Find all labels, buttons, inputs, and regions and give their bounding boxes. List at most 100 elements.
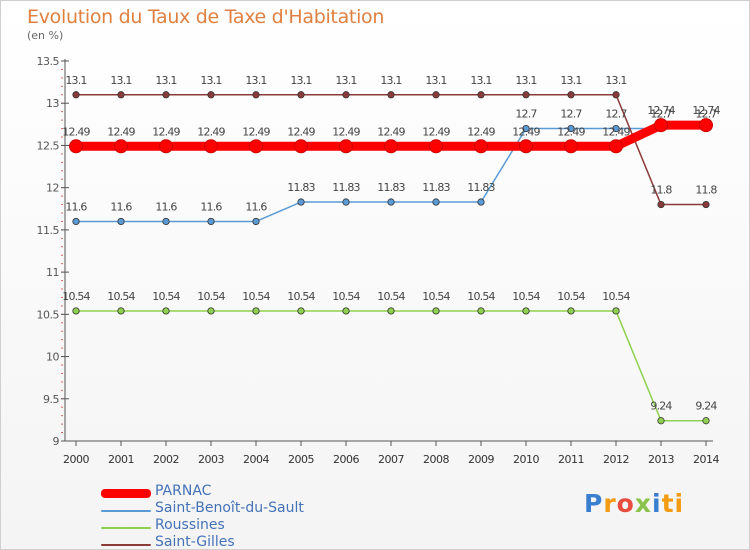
data-label: 12.49: [152, 125, 180, 138]
logo-letter: ti: [661, 489, 685, 518]
data-point: [207, 307, 215, 315]
legend-swatch: [101, 526, 151, 529]
x-tick-label: 2014: [693, 453, 719, 466]
legend-label: Saint-Benoît-du-Sault: [155, 500, 304, 516]
data-label: 11.83: [332, 181, 360, 194]
data-point: [429, 139, 443, 154]
data-point: [612, 307, 620, 315]
y-tick-label: 9: [53, 435, 60, 448]
y-tick-label: 10.5: [37, 308, 60, 321]
x-tick-label: 2002: [153, 453, 179, 466]
y-tick-label: 12: [46, 182, 59, 195]
data-label: 13.1: [200, 74, 221, 87]
data-label: 12.49: [332, 125, 360, 138]
data-point: [117, 307, 125, 315]
data-label: 12.49: [602, 125, 630, 138]
data-point: [699, 118, 713, 133]
y-tick-label: 9.5: [43, 393, 59, 406]
series-line: [75, 310, 707, 422]
data-label: 10.54: [332, 290, 360, 303]
data-label: 10.54: [107, 290, 135, 303]
data-label: 13.1: [110, 74, 131, 87]
data-label: 9.24: [650, 400, 672, 413]
data-point: [207, 217, 215, 226]
data-label: 12.49: [422, 125, 450, 138]
data-point: [657, 200, 665, 209]
data-label: 11.8: [650, 184, 672, 197]
data-point: [477, 91, 485, 99]
data-point: [342, 91, 350, 99]
data-label: 10.54: [602, 290, 630, 303]
data-point: [297, 307, 305, 315]
x-tick-label: 2011: [558, 453, 584, 466]
data-point: [702, 200, 710, 209]
data-point: [117, 91, 125, 99]
data-point: [117, 217, 125, 226]
data-point: [564, 139, 578, 154]
x-tick-label: 2004: [243, 453, 269, 466]
data-label: 12.74: [647, 104, 675, 117]
data-label: 12.7: [695, 108, 717, 121]
legend-label: Roussines: [155, 517, 225, 533]
data-point: [567, 307, 575, 315]
data-label: 11.6: [245, 200, 267, 213]
data-point: [567, 124, 575, 133]
data-point: [207, 91, 215, 99]
x-tick-label: 2000: [63, 453, 89, 466]
data-point: [387, 198, 395, 206]
data-point: [162, 91, 170, 99]
data-point: [204, 139, 218, 154]
proxiti-logo: Proxiti: [584, 489, 684, 518]
data-label: 13.1: [155, 74, 176, 87]
x-tick-label: 2009: [468, 453, 494, 466]
x-tick-label: 2007: [378, 453, 404, 466]
logo-letter: P: [584, 489, 604, 518]
data-point: [294, 139, 308, 154]
data-label: 12.49: [242, 125, 270, 138]
data-point: [432, 91, 440, 99]
y-tick-label: 12.5: [37, 139, 60, 152]
data-point: [612, 91, 620, 99]
data-label: 11.6: [65, 200, 87, 213]
data-label: 13.1: [245, 74, 266, 87]
logo-letter: r: [603, 489, 617, 518]
data-point: [657, 417, 665, 425]
data-point: [432, 307, 440, 315]
data-label: 11.83: [467, 181, 495, 194]
data-point: [342, 198, 350, 206]
data-label: 10.54: [287, 290, 315, 303]
data-label: 11.8: [695, 184, 717, 197]
data-label: 13.1: [470, 74, 491, 87]
data-point: [114, 139, 128, 154]
data-label: 10.54: [557, 290, 585, 303]
x-tick-label: 2006: [333, 453, 359, 466]
data-point: [387, 91, 395, 99]
data-label: 12.49: [287, 125, 315, 138]
data-label: 10.54: [422, 290, 450, 303]
x-tick-label: 2013: [648, 453, 674, 466]
data-label: 12.7: [560, 108, 582, 121]
data-label: 10.54: [152, 290, 180, 303]
data-point: [297, 91, 305, 99]
data-label: 10.54: [467, 290, 495, 303]
data-label: 9.24: [695, 400, 717, 413]
data-point: [609, 139, 623, 154]
data-point: [249, 139, 263, 154]
data-point: [522, 91, 530, 99]
data-label: 12.49: [197, 125, 225, 138]
data-point: [72, 307, 80, 315]
data-label: 10.54: [377, 290, 405, 303]
x-tick-label: 2010: [513, 453, 539, 466]
x-tick-label: 2003: [198, 453, 224, 466]
data-label: 13.1: [515, 74, 536, 87]
data-label: 13.1: [560, 74, 581, 87]
data-point: [522, 124, 530, 133]
logo-letter: i: [652, 489, 662, 518]
data-label: 12.7: [650, 108, 672, 121]
data-label: 12.49: [557, 125, 585, 138]
data-label: 13.1: [425, 74, 446, 87]
y-tick-label: 10: [46, 351, 59, 364]
data-label: 12.7: [605, 108, 627, 121]
